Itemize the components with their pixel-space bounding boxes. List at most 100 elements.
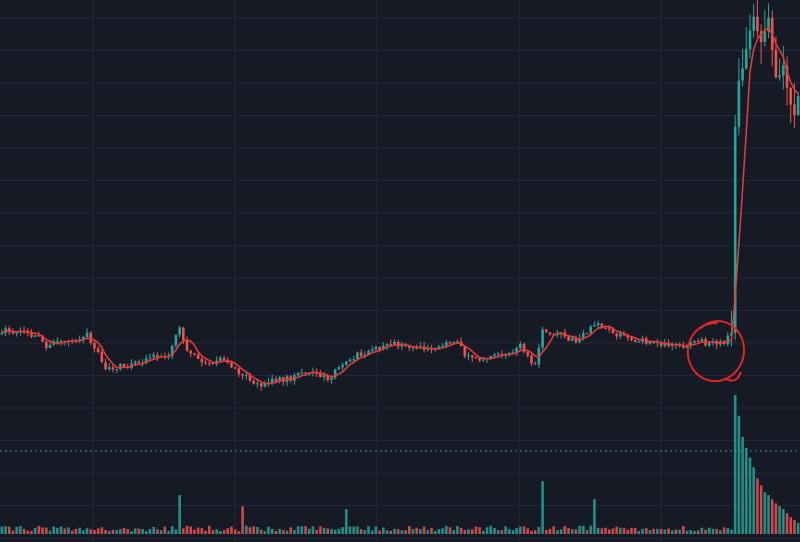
volume-bar bbox=[41, 527, 44, 534]
volume-bar bbox=[70, 530, 74, 534]
volume-bar bbox=[619, 527, 622, 534]
candle-body bbox=[193, 353, 196, 355]
candle-body bbox=[689, 342, 693, 346]
volume-bar bbox=[367, 526, 370, 534]
candle-body bbox=[207, 362, 211, 364]
candle-body bbox=[607, 328, 611, 330]
volume-bar bbox=[441, 528, 444, 534]
volume-bar bbox=[607, 529, 611, 534]
volume-bar bbox=[163, 526, 167, 534]
candle-body bbox=[0, 332, 4, 334]
volume-bar bbox=[404, 530, 407, 534]
volume-bar bbox=[152, 526, 155, 534]
candle-body bbox=[541, 329, 544, 348]
candle-body bbox=[219, 357, 222, 361]
volume-bar bbox=[459, 527, 463, 534]
volume-bar bbox=[652, 528, 655, 534]
volume-bar bbox=[126, 529, 130, 534]
volume-bar bbox=[226, 528, 230, 534]
candle-body bbox=[626, 335, 630, 338]
candle-body bbox=[256, 383, 259, 385]
candle-body bbox=[33, 335, 37, 337]
candle-body bbox=[82, 336, 85, 340]
candle-body bbox=[248, 375, 252, 381]
candle-body bbox=[45, 341, 48, 348]
candle-body bbox=[304, 372, 307, 374]
volume-bar bbox=[245, 525, 248, 534]
volume-bar bbox=[204, 530, 207, 534]
volume-bar bbox=[396, 529, 400, 534]
volume-bar bbox=[93, 530, 96, 534]
volume-bar bbox=[104, 530, 107, 534]
volume-bar bbox=[411, 528, 415, 534]
volume-bar bbox=[570, 529, 574, 534]
candle-body bbox=[774, 49, 778, 78]
candle-body bbox=[7, 328, 11, 333]
volume-bar bbox=[589, 525, 593, 534]
volume-bar bbox=[352, 526, 355, 534]
volume-bar bbox=[696, 530, 700, 534]
candle-body bbox=[456, 341, 459, 343]
candle-body bbox=[767, 17, 770, 32]
candle-body bbox=[596, 323, 600, 326]
volume-bar bbox=[311, 526, 315, 534]
volume-bar bbox=[4, 526, 7, 534]
candle-body bbox=[100, 351, 104, 363]
candle-body bbox=[222, 357, 226, 360]
volume-bar bbox=[259, 529, 263, 534]
candle-body bbox=[426, 348, 430, 350]
candle-body bbox=[522, 344, 526, 353]
candle-body bbox=[115, 369, 118, 371]
volume-bar bbox=[356, 526, 359, 534]
candle-body bbox=[452, 342, 455, 344]
candle-body bbox=[96, 348, 100, 352]
volume-bar bbox=[611, 528, 615, 534]
volume-bar bbox=[615, 526, 618, 534]
volume-bar bbox=[133, 528, 137, 534]
candle-body bbox=[289, 376, 293, 381]
candle-body bbox=[341, 364, 344, 368]
candle-body bbox=[367, 351, 370, 355]
candle-body bbox=[174, 334, 178, 346]
volume-bar bbox=[500, 530, 504, 534]
candle-body bbox=[330, 377, 333, 380]
volume-bar bbox=[537, 526, 541, 534]
volume-bar bbox=[663, 529, 667, 534]
candle-body bbox=[748, 30, 752, 50]
candlesticks bbox=[0, 0, 800, 391]
candle-body bbox=[437, 346, 441, 350]
volume-bar bbox=[122, 528, 126, 534]
volume-bar bbox=[200, 528, 204, 534]
candle-body bbox=[707, 342, 711, 346]
volume-bar bbox=[385, 530, 389, 534]
candle-body bbox=[233, 367, 237, 369]
candle-body bbox=[752, 16, 755, 31]
volume-bar bbox=[319, 526, 322, 534]
candle-body bbox=[245, 375, 248, 377]
candle-body bbox=[693, 341, 696, 343]
candle-body bbox=[59, 341, 63, 343]
volume-bar bbox=[656, 528, 659, 534]
volume-bar bbox=[196, 527, 200, 534]
volume-bar bbox=[452, 530, 455, 534]
candle-body bbox=[119, 363, 122, 370]
volume-bar bbox=[415, 527, 418, 534]
candle-body bbox=[741, 68, 744, 81]
volume-bar bbox=[715, 528, 718, 534]
volume-bar bbox=[604, 527, 607, 534]
candle-body bbox=[389, 344, 393, 346]
volume-bar bbox=[448, 527, 452, 534]
volume-bar bbox=[707, 527, 711, 534]
candle-body bbox=[619, 333, 622, 337]
volume-bar bbox=[374, 526, 378, 534]
candle-body bbox=[574, 337, 578, 343]
candle-body bbox=[411, 347, 415, 349]
candle-body bbox=[148, 357, 152, 359]
volume-bar bbox=[182, 528, 185, 534]
volume-bar bbox=[52, 526, 55, 534]
candle-body bbox=[533, 363, 537, 365]
volume-bar bbox=[548, 528, 552, 534]
volume-bar bbox=[433, 530, 437, 534]
volume-bar bbox=[641, 528, 644, 534]
